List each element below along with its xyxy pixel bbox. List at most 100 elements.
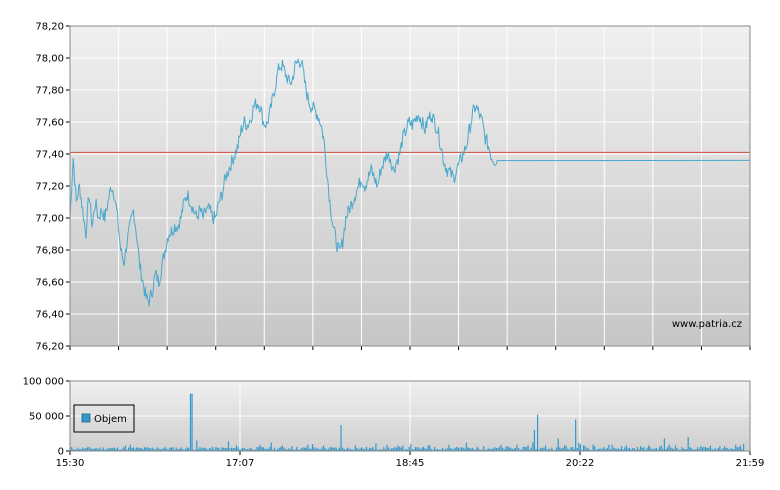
volume-bar: [571, 447, 574, 451]
volume-x-ticks: 15:30 17:07 18:45 20:22 21:59: [56, 451, 764, 469]
volume-bar: [319, 449, 322, 451]
volume-bar: [478, 448, 480, 451]
volume-bar: [508, 447, 510, 451]
volume-bar: [408, 446, 410, 451]
volume-bar: [186, 447, 188, 451]
volume-bar: [697, 447, 699, 451]
volume-bar: [587, 448, 589, 451]
volume-bar: [614, 448, 616, 451]
volume-bar: [93, 448, 95, 451]
volume-bar: [659, 446, 661, 451]
volume-bar: [597, 448, 599, 451]
volume-bar: [178, 448, 180, 451]
volume-bar: [462, 447, 464, 451]
volume-bar: [411, 449, 413, 451]
volume-bar: [91, 449, 93, 451]
volume-bar: [154, 449, 157, 451]
volume-bar: [329, 447, 331, 451]
volume-bar: [307, 444, 309, 451]
volume-bar: [660, 445, 662, 451]
volume-bar: [652, 449, 654, 451]
volume-bar: [736, 447, 738, 451]
volume-bar: [416, 447, 418, 451]
volume-bar: [467, 447, 469, 451]
volume-bar: [364, 449, 366, 451]
volume-bar: [530, 447, 532, 451]
volume-bar: [395, 447, 398, 451]
volume-bar: [546, 449, 548, 451]
volume-bar: [578, 442, 580, 451]
volume-bar: [703, 447, 705, 451]
volume-bar: [310, 448, 312, 451]
volume-bar: [121, 448, 123, 451]
volume-bar: [327, 448, 329, 451]
volume-bar: [389, 449, 391, 451]
volume-bar: [243, 448, 245, 451]
volume-bar: [346, 447, 348, 451]
volume-bar: [383, 446, 385, 451]
volume-bar: [410, 444, 412, 451]
volume-bar: [158, 448, 160, 451]
volume-bar: [289, 449, 291, 451]
volume-bar: [115, 448, 117, 451]
volume-bar: [506, 446, 509, 451]
volume-bar: [196, 440, 198, 451]
volume-bar: [150, 448, 152, 451]
volume-bar: [262, 447, 264, 451]
volume-bar: [286, 449, 288, 451]
volume-bar: [148, 447, 150, 451]
volume-bar: [617, 448, 620, 451]
x-tick-label: 20:22: [566, 458, 595, 469]
volume-bar: [215, 447, 217, 451]
volume-bar: [166, 448, 168, 451]
volume-bar: [430, 448, 432, 451]
price-y-tick-label: 77,40: [35, 150, 64, 161]
volume-bar: [391, 448, 393, 451]
volume-bar: [212, 446, 214, 451]
volume-bar: [193, 449, 195, 451]
volume-bar: [356, 447, 358, 451]
volume-bar: [557, 438, 559, 451]
volume-bar: [487, 448, 490, 451]
volume-bar: [302, 447, 304, 451]
price-y-tick-label: 77,20: [35, 182, 64, 193]
volume-bar: [83, 448, 85, 451]
volume-bar: [611, 444, 613, 451]
volume-bar: [315, 448, 317, 451]
volume-bar: [619, 449, 621, 451]
volume-bar: [514, 448, 517, 451]
volume-bar: [486, 449, 488, 451]
volume-bar: [353, 449, 355, 451]
volume-bar: [641, 447, 643, 451]
volume-bar: [608, 444, 610, 451]
volume-bar: [426, 449, 428, 451]
volume-bar: [495, 448, 497, 451]
volume-bar: [284, 448, 287, 451]
volume-bar: [110, 448, 112, 451]
volume-bar: [183, 449, 185, 451]
volume-bar: [365, 447, 368, 451]
volume-bar: [511, 448, 513, 451]
volume-bar: [143, 447, 146, 451]
volume-bar: [445, 448, 447, 451]
volume-bar: [223, 448, 225, 451]
volume-bar: [481, 449, 483, 451]
volume-bar: [706, 447, 708, 451]
volume-bar: [137, 447, 139, 451]
volume-bar: [300, 448, 303, 451]
volume-bar: [256, 446, 258, 451]
price-y-tick-label: 76,80: [35, 246, 64, 257]
volume-bar: [210, 448, 212, 451]
volume-bar: [712, 449, 715, 451]
volume-bar: [535, 448, 537, 451]
volume-bar: [280, 447, 282, 451]
volume-bar: [483, 446, 485, 451]
volume-bar: [418, 447, 420, 451]
volume-bar: [124, 445, 127, 451]
volume-bar: [567, 448, 569, 451]
volume-bar: [738, 446, 740, 451]
volume-bar: [126, 449, 128, 451]
volume-bar: [388, 447, 390, 451]
volume-bar: [678, 449, 680, 451]
volume-bar: [102, 447, 104, 451]
